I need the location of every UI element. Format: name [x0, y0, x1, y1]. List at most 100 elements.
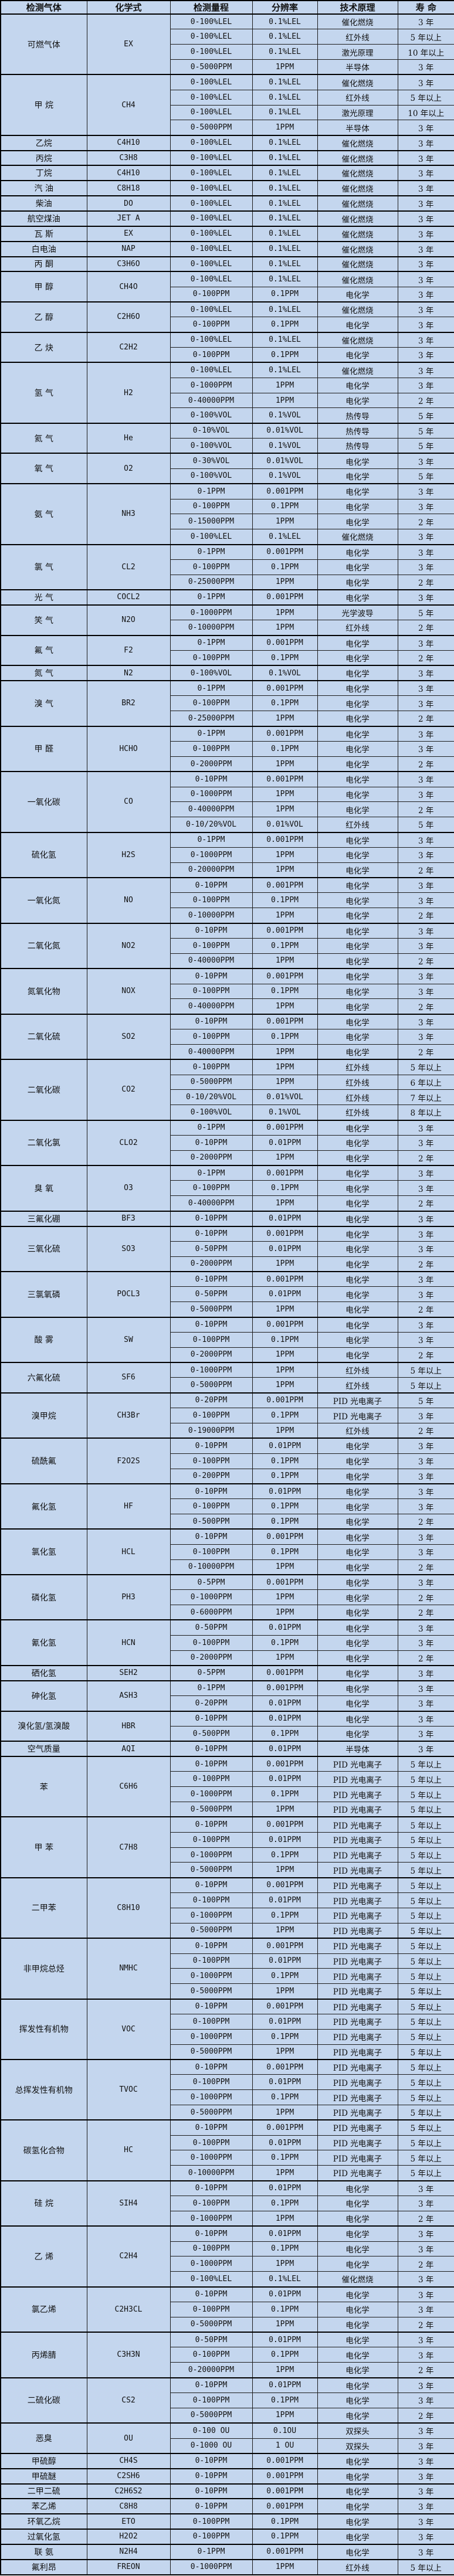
chemical-formula-cell: CS2 — [86, 2377, 171, 2424]
resolution-cell: 0.1%LEL — [252, 225, 318, 242]
table-row: 0-100%LEL 0.1%LEL 催化燃烧 3 年 — [1, 2271, 454, 2288]
table-row: 硫化氢 H2S 0-1PPM 0.001PPM 电化学 3 年 — [0, 831, 454, 878]
table-row: 0-10000PPM 1PPM 红外线 2 年 — [1, 620, 454, 636]
detection-range-cell: 0-5PPM — [170, 1574, 253, 1591]
detection-range-cell: 0-10PPM — [170, 922, 253, 939]
lifespan-cell: 3 年 — [397, 2301, 454, 2317]
table-row: 硒化氢 SEH2 0-5PPM 0.001PPM 电化学 3 年 — [0, 1664, 454, 1681]
gas-name-cell: 柴油 — [0, 195, 87, 212]
resolution-cell: 0.1%VOL — [252, 1105, 318, 1121]
table-row: 0-500PPM 0.1PPM 电化学 2 年 — [1, 1514, 454, 1530]
lifespan-cell: 3 年 — [397, 559, 454, 575]
lifespan-cell: 5 年以上 — [397, 2558, 454, 2575]
table-row: 六氟化硫 SF6 0-1000PPM 1PPM 红外线 5 年以上 — [0, 1362, 454, 1394]
resolution-cell: 0.1PPM — [252, 892, 318, 909]
table-row: 0-25000PPM 1PPM 电化学 2 年 — [1, 574, 454, 590]
lifespan-cell: 3 年 — [397, 529, 454, 545]
chemical-formula-cell: C7H8 — [86, 1816, 171, 1878]
table-row: 0-100%LEL 0.1%LEL 红外线 5 年以上 — [1, 29, 454, 45]
technology-principle-cell: 电化学 — [317, 695, 398, 712]
detection-range-cell: 0-1000PPM — [170, 2210, 253, 2227]
technology-principle-cell: 电化学 — [317, 998, 398, 1015]
resolution-cell: 0.01PPM — [252, 1210, 318, 1226]
table-row: 三氟化硼 BF3 0-10PPM 0.01PPM 电化学 3 年 — [0, 1210, 454, 1226]
resolution-cell: 1PPM — [252, 1862, 318, 1878]
table-row: 0-40000PPM 1PPM 电化学 2 年 — [1, 998, 454, 1015]
detection-range-cell: 0-100PPM — [170, 937, 253, 954]
table-row: 可燃气体 EX 0-100%LEL 0.1%LEL 催化燃烧 3 年 — [0, 13, 454, 75]
table-row: 0-100PPM 0.1PPM 电化学 3 年 — [1, 741, 454, 757]
technology-principle-cell: 电化学 — [317, 2543, 398, 2560]
detection-range-cell: 0-2000PPM — [170, 1347, 253, 1363]
lifespan-cell: 5 年 — [397, 817, 454, 833]
lifespan-cell: 3 年 — [397, 317, 454, 333]
technology-principle-cell: 电化学 — [317, 1134, 398, 1151]
resolution-cell: 0.01PPM — [252, 1134, 318, 1151]
lifespan-cell: 3 年 — [397, 1453, 454, 1469]
chemical-formula-cell: JET A — [86, 210, 171, 227]
resolution-cell: 0.1%LEL — [252, 301, 318, 318]
lifespan-cell: 2 年 — [397, 514, 454, 530]
table-row: 硫酰氟 F2O2S 0-10PPM 0.01PPM 电化学 3 年 — [0, 1437, 454, 1484]
chemical-formula-cell: EX — [86, 225, 171, 242]
chemical-formula-cell: HC — [86, 2119, 171, 2181]
resolution-cell: 0.1%LEL — [252, 44, 318, 60]
lifespan-cell: 5 年 — [397, 1392, 454, 1409]
gas-name-cell: 挥发性有机物 — [0, 1998, 87, 2060]
technology-principle-cell: 催化燃烧 — [317, 240, 398, 257]
table-row: 0-2000PPM 1PPM 电化学 2 年 — [1, 1347, 454, 1363]
lifespan-cell: 3 年 — [397, 134, 454, 151]
technology-principle-cell: 红外线 — [317, 1089, 398, 1106]
detection-range-cell: 0-50PPM — [170, 1619, 253, 1636]
resolution-cell: 0.01PPM — [252, 1241, 318, 1257]
detection-range-cell: 0-100PPM — [170, 2135, 253, 2151]
table-row: 0-100PPM 0.1PPM 电化学 3 年 — [1, 1029, 454, 1045]
table-row: 二氧化硫 SO2 0-10PPM 0.001PPM 电化学 3 年 — [0, 1013, 454, 1060]
gas-name-cell: 恶臭 — [0, 2422, 87, 2454]
lifespan-cell: 3 年 — [397, 1695, 454, 1711]
lifespan-cell: 3 年 — [397, 59, 454, 75]
table-row: 0-2000PPM 1PPM 电化学 2 年 — [1, 1650, 454, 1666]
technology-principle-cell: 电化学 — [317, 1680, 398, 1697]
technology-principle-cell: 热传导 — [317, 407, 398, 424]
lifespan-cell: 3 年 — [397, 1741, 454, 1757]
resolution-cell: 0.1%LEL — [252, 271, 318, 287]
chemical-formula-cell: C3H8 — [86, 149, 171, 166]
gas-name-cell: 二氧化碳 — [0, 1059, 87, 1121]
resolution-cell: 0.001PPM — [252, 1225, 318, 1242]
detection-range-cell: 0-5000PPM — [170, 1802, 253, 1817]
lifespan-cell: 3 年 — [397, 377, 454, 393]
technology-principle-cell: 电化学 — [317, 1195, 398, 1212]
resolution-cell: 0.01PPM — [252, 2074, 318, 2091]
table-row: 0-100PPM 0.1PPM 电化学 3 年 — [1, 1498, 454, 1515]
table-row: 0-5000PPM 1PPM PID 光电离子 5 年以上 — [1, 2044, 454, 2060]
resolution-cell: 1PPM — [252, 2558, 318, 2575]
technology-principle-cell: 电化学 — [317, 1574, 398, 1591]
chemical-formula-cell: SW — [86, 1316, 171, 1363]
detection-range-cell: 0-100%LEL — [170, 44, 253, 60]
resolution-cell: 0.01%VOL — [252, 453, 318, 469]
lifespan-cell: 2 年 — [397, 650, 454, 666]
header-row: 检测气体 化学式 检测量程 分辨率 技术原理 寿 命 — [0, 0, 454, 15]
lifespan-cell: 2 年 — [397, 953, 454, 969]
chemical-formula-cell: BR2 — [86, 680, 171, 727]
detection-range-cell: 0-2000PPM — [170, 756, 253, 772]
technology-principle-cell: 电化学 — [317, 1119, 398, 1136]
chemical-formula-cell: SO2 — [86, 1013, 171, 1060]
lifespan-cell: 3 年 — [397, 1634, 454, 1651]
lifespan-cell: 5 年以上 — [397, 2028, 454, 2045]
gas-name-cell: 氟 气 — [0, 634, 87, 666]
lifespan-cell: 5 年以上 — [397, 1362, 454, 1378]
table-row: 0-20PPM 0.01PPM 电化学 3 年 — [1, 1695, 454, 1711]
technology-principle-cell: 电化学 — [317, 1029, 398, 1045]
detection-range-cell: 0-10PPM — [170, 877, 253, 893]
technology-principle-cell: 催化燃烧 — [317, 225, 398, 242]
detection-range-cell: 0-10PPM — [170, 1528, 253, 1545]
table-row: 0-10/20%VOL 0.01%VOL 红外线 5 年 — [1, 817, 454, 833]
detection-range-cell: 0-10PPM — [170, 2058, 253, 2075]
detection-range-cell: 0-1000PPM — [170, 2150, 253, 2166]
table-row: 0-100PPM 0.1PPM 电化学 3 年 — [1, 1634, 454, 1651]
detection-range-cell: 0-1PPM — [170, 1119, 253, 1136]
detection-range-cell: 0-10PPM — [170, 1013, 253, 1030]
detection-range-cell: 0-100%LEL — [170, 240, 253, 257]
